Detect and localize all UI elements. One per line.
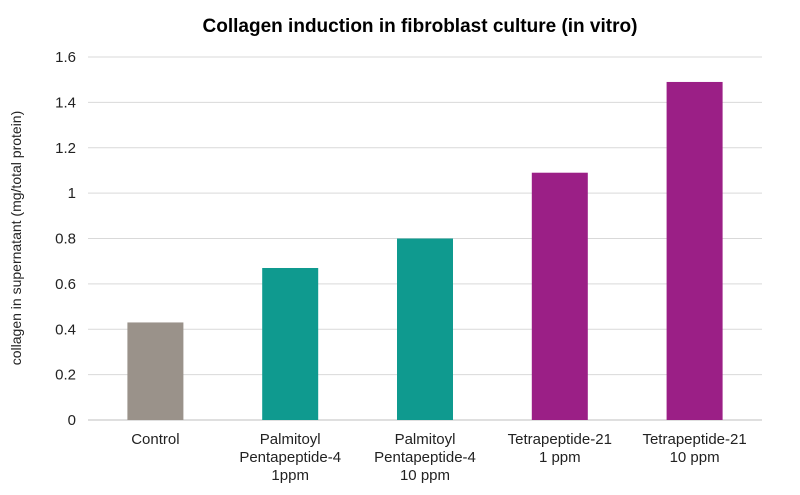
y-tick-label: 0 xyxy=(68,412,76,429)
x-axis-categories: Control Palmitoyl Pentapeptide-4 1ppm Palmit… xyxy=(131,431,747,484)
bars xyxy=(127,81,723,421)
x-category-label: Palmitoyl Pentapeptide-4 10 ppm xyxy=(374,431,476,484)
x-category-label: Tetrapeptide-21 1 ppm xyxy=(508,431,612,466)
bar xyxy=(127,322,184,420)
y-tick-label: 0.6 xyxy=(55,276,76,293)
y-axis-label: collagen in supernatant (mg/total protei… xyxy=(8,111,24,365)
bar xyxy=(397,238,453,420)
x-category-label: Palmitoyl Pentapeptide-4 1ppm xyxy=(239,431,341,484)
x-category-label: Control xyxy=(131,431,179,448)
bar xyxy=(531,172,588,420)
y-tick-label: 1.4 xyxy=(55,94,76,111)
bar xyxy=(262,267,319,420)
bar xyxy=(666,81,723,421)
y-tick-label: 1 xyxy=(68,185,76,202)
y-tick-label: 0.2 xyxy=(55,367,76,384)
y-tick-label: 1.2 xyxy=(55,140,76,157)
y-tick-label: 0.8 xyxy=(55,231,76,248)
y-tick-label: 1.6 xyxy=(55,49,76,66)
chart-title: Collagen induction in fibroblast culture… xyxy=(203,16,638,37)
x-category-label: Tetrapeptide-21 10 ppm xyxy=(642,431,746,466)
y-tick-label: 0.4 xyxy=(55,321,76,338)
y-axis-ticks: 0 0.2 0.4 0.6 0.8 1 1.2 1.4 1.6 xyxy=(55,49,76,429)
